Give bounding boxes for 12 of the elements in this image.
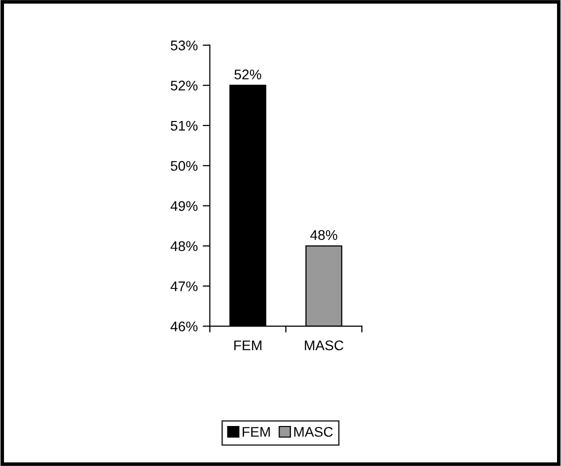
y-tick-label: 52% — [170, 80, 198, 91]
legend-label: FEM — [242, 427, 270, 437]
y-tick-label: 48% — [170, 241, 198, 252]
y-tick-label: 47% — [170, 281, 198, 292]
y-tick-label: 46% — [170, 322, 198, 332]
y-tick-label: 49% — [170, 201, 198, 211]
data-label: 52% — [234, 70, 262, 80]
data-label: 48% — [310, 230, 338, 240]
legend-label: MASC — [294, 426, 333, 437]
y-tick-label: 53% — [170, 40, 198, 50]
y-tick-label: 50% — [170, 160, 198, 171]
y-tick-label: 51% — [170, 120, 198, 131]
